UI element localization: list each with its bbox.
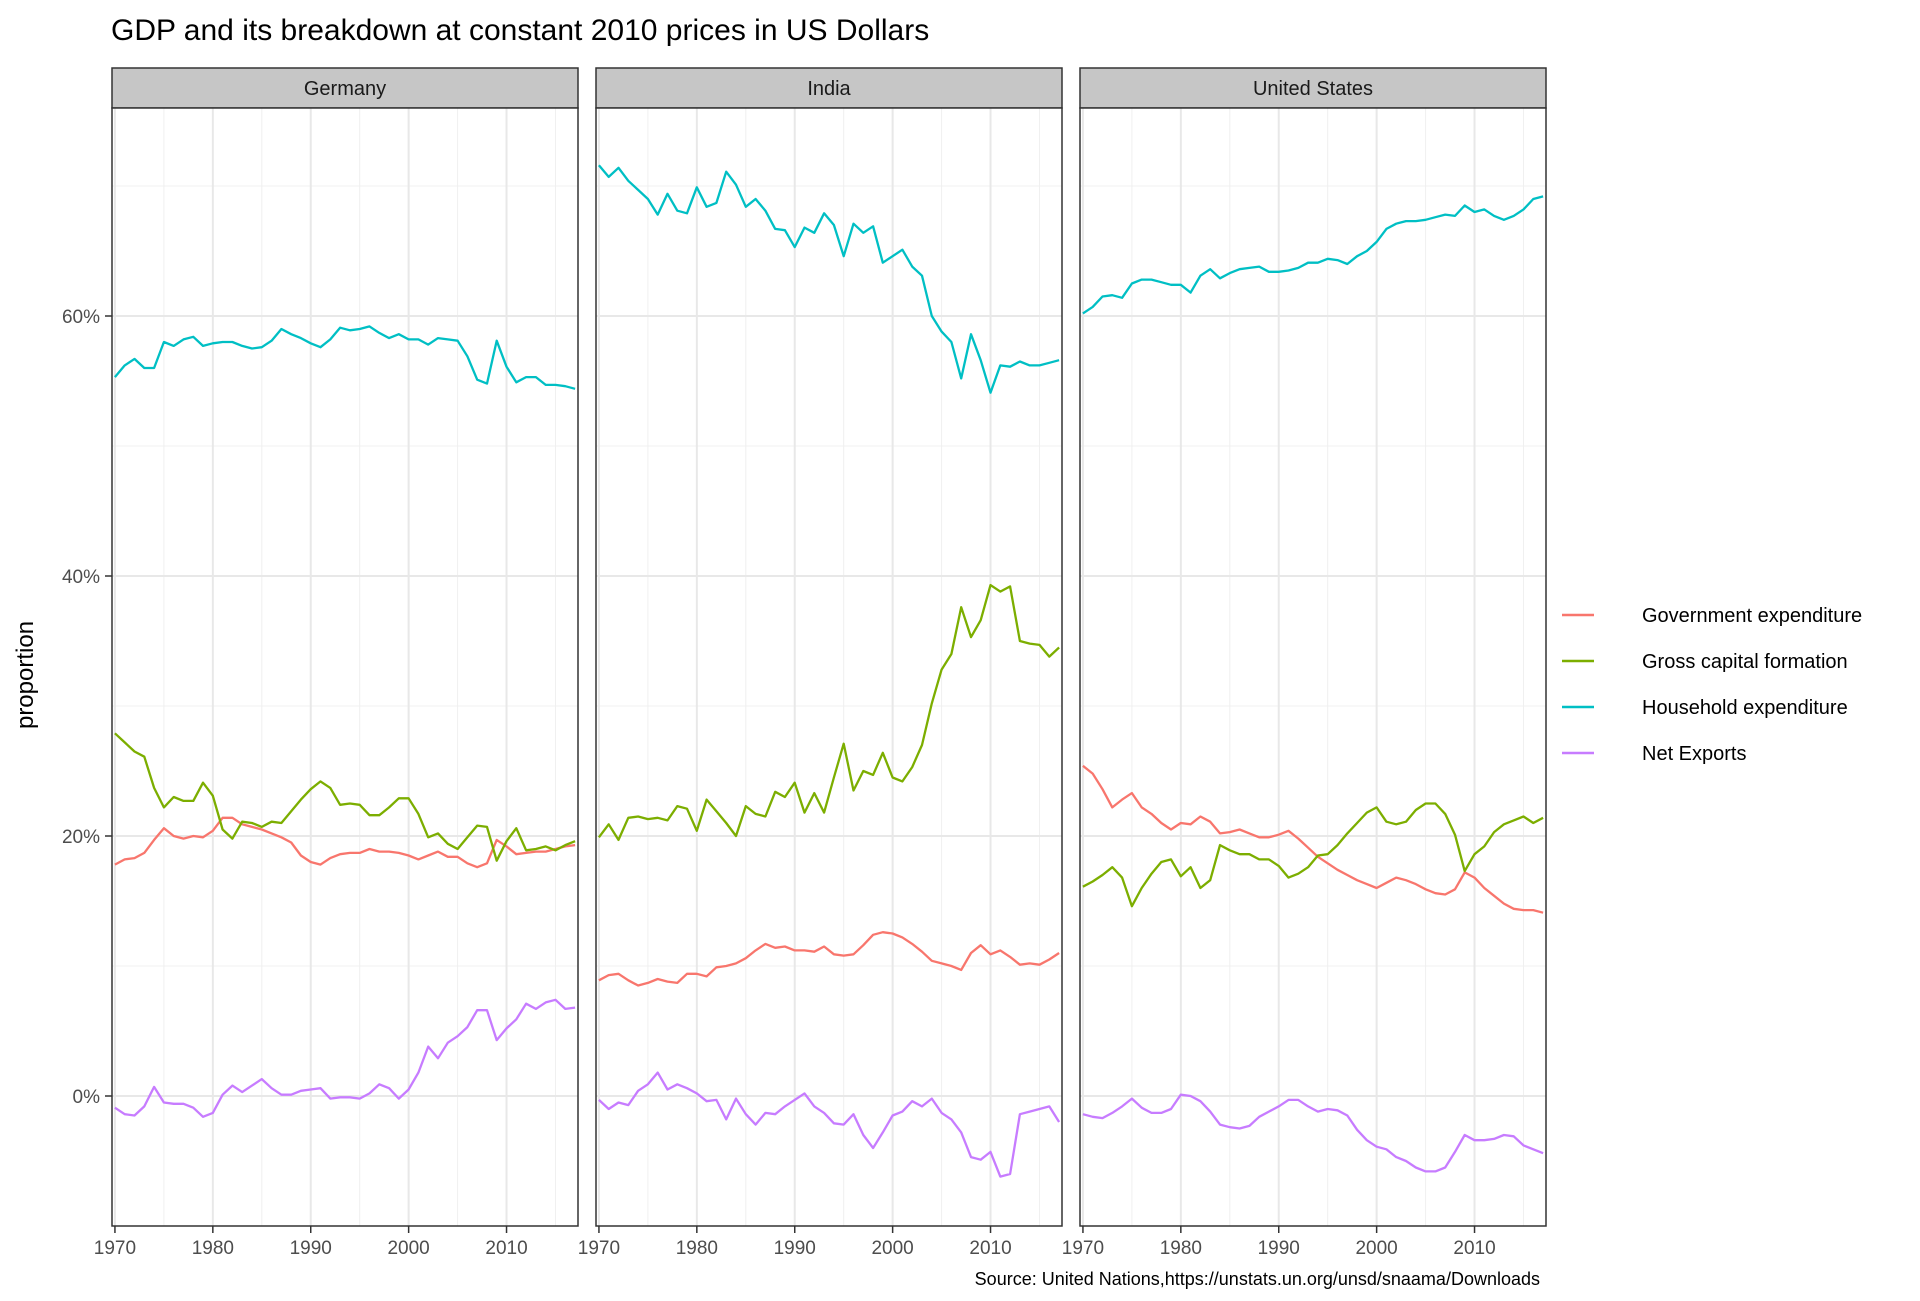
- series-line-india-nx: [598, 1071, 1061, 1178]
- x-tick-label: 1990: [774, 1238, 816, 1259]
- y-tick-label: 0%: [73, 1087, 101, 1108]
- y-tick-label: 20%: [62, 827, 100, 848]
- legend-label: Gross capital formation: [1642, 651, 1848, 673]
- series-line-united-states-hh: [1082, 195, 1544, 315]
- x-axis: 1970 1980 1990 2000 2010: [1062, 1226, 1496, 1259]
- x-tick-label: 2000: [1355, 1238, 1397, 1259]
- facet-panel-germany: Germany 1970 1980 1990 2000 2010: [94, 67, 579, 1259]
- x-tick-label: 2010: [485, 1238, 527, 1259]
- series-line-united-states-nx: [1082, 1093, 1544, 1173]
- facet-strip-label: United States: [1253, 78, 1373, 100]
- series-line-india-hh: [598, 164, 1060, 394]
- grid: [1080, 108, 1546, 1226]
- y-tick-label: 40%: [62, 567, 100, 588]
- x-tick-label: 2000: [871, 1238, 913, 1259]
- series-line-germany-gov: [114, 816, 576, 869]
- x-tick-label: 1980: [192, 1238, 234, 1259]
- chart-caption: Source: United Nations,https://unstats.u…: [975, 1269, 1540, 1289]
- x-tick-label: 1970: [94, 1238, 136, 1259]
- x-tick-label: 1990: [1258, 1238, 1300, 1259]
- series-line-india-gcf: [597, 583, 1060, 842]
- y-axis: 0% 20% 40% 60%: [62, 307, 112, 1108]
- x-axis: 1970 1980 1990 2000 2010: [94, 1226, 528, 1259]
- legend-item-nx: Net Exports: [1562, 743, 1746, 765]
- facet-panel-india: India 1970 1980 1990 2000 2010: [578, 67, 1063, 1259]
- facet-strip-label: Germany: [304, 78, 386, 100]
- facet-strip: [1079, 67, 1547, 109]
- x-tick-label: 1970: [1062, 1238, 1104, 1259]
- y-axis-label: proportion: [12, 621, 39, 729]
- series-line-germany-nx: [114, 998, 576, 1118]
- panel-background: [1080, 108, 1546, 1226]
- x-tick-label: 2000: [387, 1238, 429, 1259]
- x-tick-label: 1980: [676, 1238, 718, 1259]
- grid: [596, 108, 1062, 1226]
- legend: Government expenditure Gross capital form…: [1562, 605, 1862, 765]
- x-tick-label: 2010: [969, 1238, 1011, 1259]
- facet-strip-label: India: [807, 78, 851, 100]
- legend-label: Net Exports: [1642, 743, 1746, 765]
- x-tick-label: 2010: [1453, 1238, 1495, 1259]
- legend-item-gov: Government expenditure: [1562, 605, 1862, 627]
- series-line-united-states-gov: [1082, 764, 1544, 914]
- series-line-germany-hh: [114, 325, 576, 390]
- legend-label: Household expenditure: [1642, 697, 1848, 719]
- panel-background: [112, 108, 578, 1226]
- panel-border: [111, 107, 579, 1227]
- x-tick-label: 1970: [578, 1238, 620, 1259]
- chart-title: GDP and its breakdown at constant 2010 p…: [111, 14, 929, 47]
- x-axis: 1970 1980 1990 2000 2010: [578, 1226, 1012, 1259]
- grid: [112, 108, 578, 1226]
- x-tick-label: 1990: [290, 1238, 332, 1259]
- series-line-germany-gcf: [114, 732, 576, 862]
- panel-border: [595, 107, 1063, 1227]
- facet-panel-united-states: United States 1970 1980 1990 2000 2010: [1062, 67, 1547, 1259]
- series-line-united-states-gcf: [1082, 802, 1544, 908]
- y-tick-label: 60%: [62, 307, 100, 328]
- legend-label: Government expenditure: [1642, 605, 1862, 627]
- legend-item-gcf: Gross capital formation: [1562, 651, 1848, 673]
- panel-background: [596, 108, 1062, 1226]
- facet-strip: [595, 67, 1063, 109]
- legend-item-hh: Household expenditure: [1562, 697, 1848, 719]
- facet-strip: [111, 67, 579, 109]
- x-tick-label: 1980: [1160, 1238, 1202, 1259]
- series-line-india-gov: [598, 931, 1060, 987]
- panel-border: [1079, 107, 1547, 1227]
